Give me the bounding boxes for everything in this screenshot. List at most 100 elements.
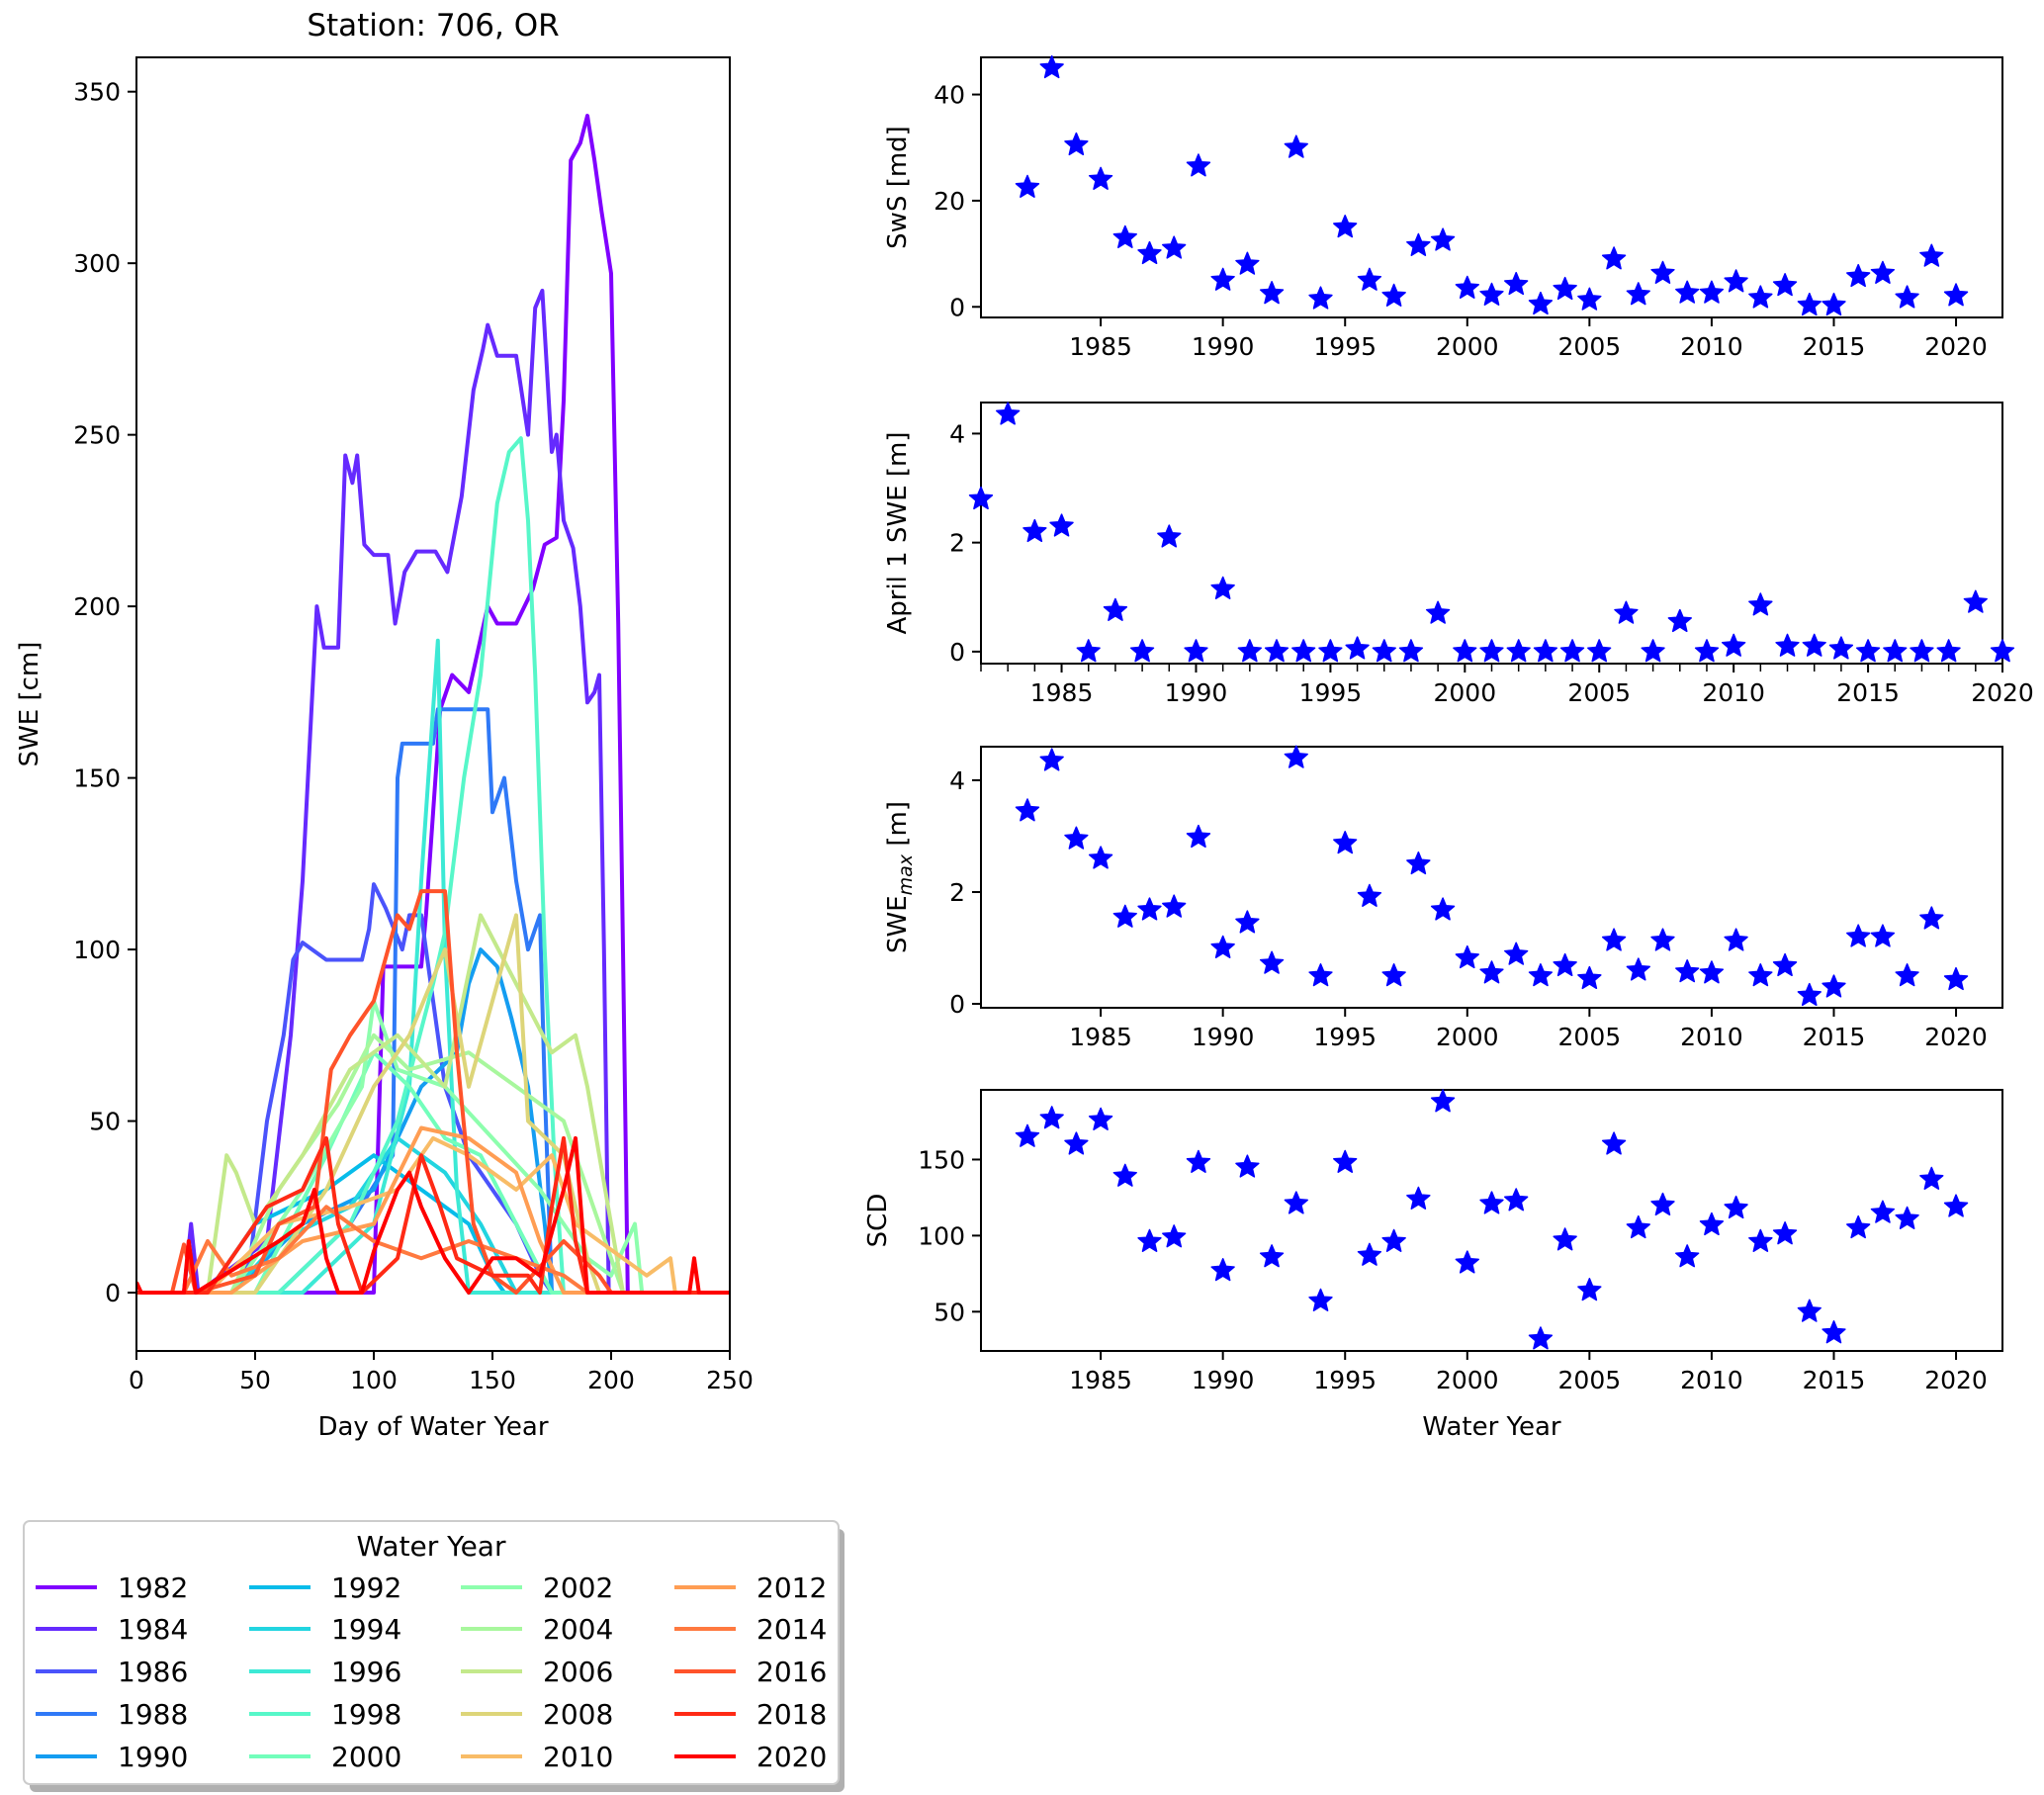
data-point-star [968, 486, 994, 510]
x-tick-label: 1985 [1030, 678, 1094, 707]
data-point-star [1039, 1106, 1064, 1129]
series-line-2014 [136, 1205, 730, 1295]
x-tick-label: 2010 [1702, 678, 1765, 707]
data-point-star [1088, 846, 1113, 869]
data-point-star [1797, 292, 1822, 316]
data-point-star [1284, 135, 1308, 158]
y-axis-label-subscript: max [895, 853, 917, 895]
data-point-star [1601, 246, 1627, 270]
data-point-star [1015, 1123, 1040, 1147]
data-point-star [1308, 286, 1333, 310]
y-tick-label: 50 [89, 1108, 121, 1136]
x-tick-label: 2020 [1924, 1023, 1988, 1051]
legend-item-2014: 2014 [674, 1613, 827, 1646]
data-point-star [1577, 287, 1602, 311]
x-tick-label: 2010 [1680, 332, 1743, 361]
data-point-star [1870, 260, 1896, 284]
x-tick-label: 2000 [1436, 1366, 1499, 1394]
data-point-star [1186, 153, 1211, 177]
legend-label: 1984 [118, 1613, 188, 1646]
data-point-star [1641, 639, 1665, 663]
data-point-star [1137, 897, 1162, 921]
data-point-star [1186, 1149, 1211, 1173]
data-point-star [1910, 639, 1934, 663]
data-point-star [1577, 965, 1602, 990]
data-point-star [1157, 524, 1182, 548]
legend-box [23, 1520, 840, 1785]
legend-label: 1994 [331, 1613, 401, 1646]
y-tick-label: 20 [933, 187, 965, 216]
data-point-star [1064, 1131, 1089, 1155]
y-axis-label: SWEmax [m] [883, 801, 917, 953]
y-tick-label: 0 [949, 293, 965, 321]
x-axis-label: Day of Water Year [317, 1412, 548, 1442]
data-point-star [1022, 518, 1047, 543]
data-point-star [1015, 174, 1040, 198]
data-point-star [1533, 639, 1558, 663]
data-point-star [1506, 639, 1531, 663]
x-tick-label: 1995 [1313, 1366, 1377, 1394]
data-point-star [1357, 1242, 1382, 1266]
data-point-star [1479, 282, 1504, 306]
data-point-star [1675, 280, 1700, 304]
data-point-star [1235, 251, 1260, 275]
data-point-star [1210, 576, 1235, 599]
data-point-star [1333, 831, 1358, 854]
legend-item-1986: 1986 [36, 1656, 188, 1688]
x-tick-label: 250 [706, 1366, 754, 1394]
legend-item-2002: 2002 [461, 1571, 613, 1604]
legend-label: 2008 [543, 1698, 613, 1731]
chart-title: Station: 706, OR [307, 8, 559, 44]
x-tick-label: 1985 [1069, 1366, 1132, 1394]
data-point-star [1372, 639, 1396, 663]
y-tick-label: 4 [949, 766, 965, 795]
data-point-star [1430, 1089, 1456, 1113]
y-axis-label-main: SWE [883, 895, 913, 953]
x-tick-label: 50 [239, 1366, 271, 1394]
data-point-star [1724, 928, 1748, 951]
series-line-2010 [136, 1135, 730, 1295]
legend-item-1992: 1992 [249, 1571, 401, 1604]
data-point-star [1748, 963, 1773, 987]
series-line-2002 [136, 999, 730, 1295]
data-point-star [1870, 924, 1896, 947]
y-axis-label: SCD [863, 1194, 893, 1248]
legend-label: 2014 [756, 1613, 827, 1646]
data-point-star [1308, 1288, 1333, 1311]
data-points [1015, 1089, 1969, 1350]
y-tick-label: 250 [73, 421, 121, 450]
series-line-2020 [136, 1135, 730, 1295]
data-point-star [1357, 883, 1382, 907]
x-tick-label: 2010 [1680, 1023, 1743, 1051]
x-tick-label: 1990 [1165, 678, 1228, 707]
data-point-star [1318, 639, 1343, 663]
data-point-star [1943, 966, 1969, 991]
plot-frame [980, 56, 2003, 318]
x-tick-label: 2005 [1558, 332, 1622, 361]
data-point-star [1129, 639, 1155, 663]
legend-item-2012: 2012 [674, 1571, 827, 1604]
series-line-2000 [136, 1050, 730, 1295]
data-point-star [1284, 1191, 1308, 1214]
series-line-1986 [136, 882, 730, 1295]
scatter-panels: 1985 1990 1995 2000 2005 2010 2015 202002040SwS… [863, 54, 2034, 1442]
legend-item-1996: 1996 [249, 1656, 401, 1688]
scatter-panel-1: 1985 1990 1995 2000 2005 2010 2015 2020 0 20 40 SwS… [883, 54, 2003, 361]
data-point-star [1259, 281, 1285, 305]
x-tick-label: 2020 [1971, 678, 2034, 707]
y-tick-label: 100 [918, 1221, 965, 1250]
legend-label: 1988 [118, 1698, 188, 1731]
data-point-star [1772, 1221, 1798, 1245]
data-point-star [1675, 959, 1700, 983]
data-point-star [1528, 1326, 1554, 1350]
x-tick-label: 200 [587, 1366, 635, 1394]
y-tick-label: 300 [73, 249, 121, 278]
data-point-star [1088, 166, 1113, 190]
x-tick-label: 2005 [1558, 1023, 1622, 1051]
x-tick-label: 2015 [1803, 1023, 1866, 1051]
data-point-star [1667, 608, 1692, 633]
data-point-star [1184, 639, 1208, 663]
data-point-star [1936, 639, 1961, 663]
x-tick-label: 1995 [1299, 678, 1363, 707]
swe-line-chart: Station: 706, OR 0 50 100 150 200 250 0 50 100 150… [15, 8, 754, 1442]
